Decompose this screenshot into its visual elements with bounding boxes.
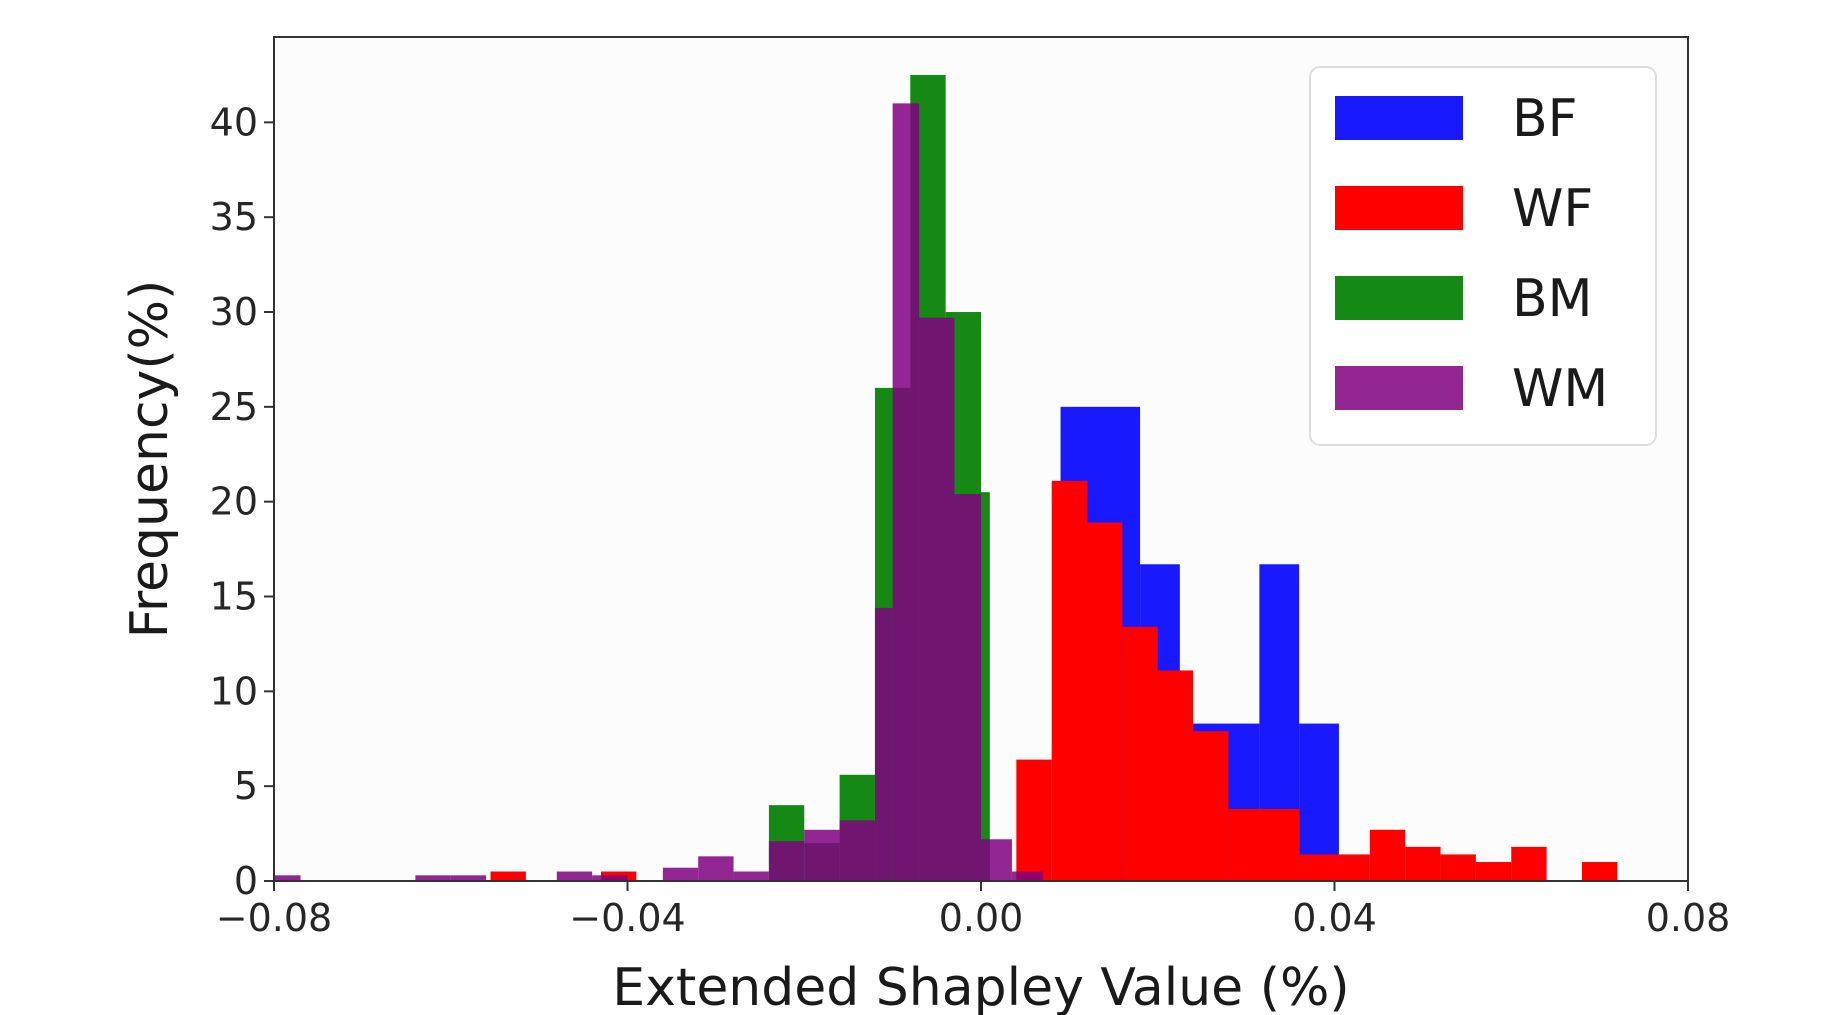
legend-swatch-bm <box>1335 276 1463 320</box>
legend-swatch-wf <box>1335 186 1463 230</box>
bar-wm-7 <box>733 871 769 881</box>
bar-wf-17 <box>1581 862 1618 881</box>
x-axis-title: Extended Shapley Value (%) <box>612 958 1349 1015</box>
bar-wf-12 <box>1369 829 1406 881</box>
bar-wf-14 <box>1440 854 1476 881</box>
bar-wm-8 <box>768 841 805 881</box>
bar-wm-16 <box>1011 871 1043 881</box>
series-wf <box>490 480 1618 881</box>
bar-wm-5 <box>662 867 699 881</box>
bar-wm-14 <box>954 494 981 881</box>
bar-wf-0 <box>490 871 526 881</box>
bar-wf-5 <box>1122 626 1158 881</box>
bar-bm-6 <box>981 492 990 881</box>
bar-wf-13 <box>1405 846 1441 881</box>
bar-wf-4 <box>1087 522 1123 881</box>
bar-wf-6 <box>1157 670 1194 881</box>
y-tick-label: 35 <box>210 195 258 239</box>
legend-label-wf: WF <box>1512 179 1593 239</box>
bar-wm-2 <box>450 875 487 881</box>
x-tick-label: 0.00 <box>939 896 1024 940</box>
y-tick-label: 25 <box>210 385 258 429</box>
bar-wm-4 <box>592 875 628 881</box>
bar-wf-7 <box>1193 731 1229 881</box>
y-tick-label: 15 <box>210 575 258 619</box>
bar-wm-0 <box>274 875 301 881</box>
ticks-layer: −0.08 −0.04 0.00 0.04 0.08 0 5 10 15 20 25 30 35 40 <box>210 100 1731 940</box>
bar-wm-11 <box>874 607 893 881</box>
bar-wm-9 <box>804 829 840 881</box>
legend-label-bm: BM <box>1512 269 1593 329</box>
x-tick-label: 0.08 <box>1646 896 1731 940</box>
y-tick-label: 10 <box>210 669 258 713</box>
bar-wm-13 <box>919 317 955 881</box>
y-tick-label: 40 <box>210 100 258 144</box>
legend-label-bf: BF <box>1512 89 1578 149</box>
legend-swatch-wm <box>1335 366 1463 410</box>
bar-wf-15 <box>1475 862 1512 881</box>
bars-layer <box>274 74 1618 882</box>
bar-wf-10 <box>1299 854 1335 881</box>
bar-wf-11 <box>1334 854 1370 881</box>
x-tick-label: 0.04 <box>1292 896 1377 940</box>
x-tick-label: −0.04 <box>569 896 685 940</box>
bar-wm-6 <box>698 856 734 881</box>
bar-wm-10 <box>839 820 875 881</box>
y-axis-title: Frequency(%) <box>120 280 180 639</box>
bar-wf-3 <box>1051 480 1088 881</box>
bar-wm-15 <box>981 839 1012 881</box>
legend-label-wm: WM <box>1512 359 1608 419</box>
bar-wm-1 <box>415 875 451 881</box>
bar-wf-2 <box>1016 759 1052 881</box>
bar-wf-16 <box>1511 846 1547 881</box>
bar-wf-9 <box>1263 808 1300 881</box>
bar-wf-8 <box>1228 808 1264 881</box>
bar-wm-12 <box>892 103 920 881</box>
bar-wm-3 <box>556 871 593 881</box>
legend-box <box>1309 66 1657 446</box>
legend-swatch-bf <box>1335 96 1463 140</box>
x-tick-label: −0.08 <box>216 896 332 940</box>
y-tick-label: 30 <box>210 290 258 334</box>
y-tick-label: 5 <box>234 764 258 808</box>
y-tick-label: 20 <box>210 480 258 524</box>
series-wm <box>274 103 1043 881</box>
legend: BF WF BM WM <box>1309 66 1657 446</box>
y-tick-label: 0 <box>234 859 258 903</box>
